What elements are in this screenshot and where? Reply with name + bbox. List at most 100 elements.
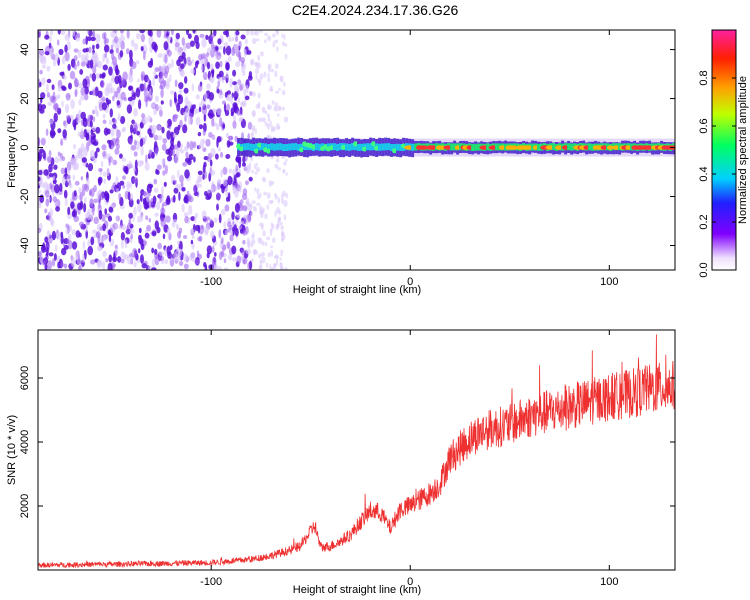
signal-core-cell	[354, 143, 358, 151]
spectrogram-noise-blob	[101, 144, 107, 151]
spectrogram-noise-blob	[270, 199, 274, 204]
spectrogram-noise-blob	[255, 166, 260, 173]
spectrogram-noise-blob	[175, 148, 180, 158]
spectrogram-noise-blob	[71, 229, 77, 236]
spectrogram-noise-blob	[111, 185, 116, 192]
spectrogram-noise-blob	[63, 120, 66, 126]
signal-peak	[299, 147, 305, 153]
spectrogram-noise-blob	[285, 192, 289, 199]
spectrogram-noise-blob	[171, 59, 174, 68]
snr-y-tick-label: 6000	[19, 366, 31, 390]
spectrogram-noise-blob	[203, 92, 208, 102]
spectrogram-noise-blob	[115, 215, 118, 221]
spectrogram-noise-blob	[161, 203, 164, 213]
spectrogram-noise-blob	[146, 193, 150, 203]
spectrogram-noise-blob	[161, 158, 165, 165]
spectrogram-noise-blob	[272, 237, 276, 244]
spectrogram-noise-blob	[139, 138, 144, 148]
spectrogram-noise-blob	[116, 129, 121, 139]
spectrogram-noise-blob	[185, 42, 191, 49]
spectrogram-noise-blob	[200, 138, 205, 149]
spectrogram-noise-blob	[280, 265, 284, 270]
spectrogram-noise-blob	[195, 116, 201, 126]
spectrogram-noise-blob	[38, 151, 43, 160]
spectrogram-noise-blob	[46, 83, 49, 93]
signal-core-cell	[387, 143, 391, 151]
spectrogram-noise-blob	[79, 69, 84, 75]
spectrogram-noise-blob	[199, 224, 205, 235]
spectrogram-noise-blob	[95, 33, 101, 44]
spectrogram-noise-blob	[184, 215, 189, 224]
spectrogram-noise-blob	[66, 238, 70, 245]
spectrogram-noise-blob	[177, 94, 181, 100]
spectrogram-noise-blob	[157, 53, 163, 58]
spectrogram-noise-blob	[73, 122, 77, 131]
colorbar-tick-label: 0.8	[698, 70, 710, 85]
signal-core-cell	[249, 143, 253, 151]
signal-core-cell	[588, 143, 592, 151]
spectrogram-noise-blob	[231, 211, 235, 221]
spectrogram-noise-blob	[217, 45, 223, 50]
spectrogram-noise-blob	[105, 97, 109, 103]
spectrogram-noise-blob	[52, 175, 56, 181]
spectrogram-noise-blob	[79, 192, 83, 202]
spectrogram-noise-blob	[102, 235, 107, 242]
spectrogram-noise-blob	[253, 61, 258, 66]
signal-core-cell	[360, 143, 364, 151]
signal-core-cell	[261, 143, 265, 151]
spectrogram-noise-blob	[47, 101, 52, 107]
spectrogram-noise-blob	[156, 164, 162, 170]
snr-x-label: Height of straight line (km)	[293, 584, 421, 596]
spectrogram-noise-blob	[107, 229, 112, 236]
spectrogram-noise-blob	[181, 51, 186, 60]
spectrogram-noise-blob	[261, 176, 266, 181]
spectrogram-noise-blob	[170, 30, 174, 36]
spectrogram-noise-blob	[220, 151, 224, 158]
spectrogram-noise-blob	[235, 61, 241, 68]
spectrogram-noise-blob	[99, 192, 105, 201]
spectrogram-noise-blob	[242, 239, 246, 245]
spectrogram-noise-blob	[277, 113, 280, 117]
spectrogram-noise-blob	[139, 30, 145, 34]
signal-core-cell	[252, 144, 256, 151]
spectrogram-noise-blob	[89, 188, 92, 196]
spectrogram-noise-blob	[133, 151, 138, 157]
spectrogram-noise-blob	[164, 65, 170, 75]
spectrogram-noise-blob	[66, 40, 71, 51]
spectrogram-noise-blob	[187, 33, 192, 39]
spectrogram-noise-blob	[206, 83, 211, 90]
spectrogram-noise-blob	[59, 182, 63, 192]
spectrogram-noise-blob	[55, 244, 58, 253]
signal-peak	[371, 141, 377, 147]
spectrogram-noise-blob	[86, 129, 91, 134]
spectrogram-noise-blob	[136, 60, 140, 65]
spectrogram-noise-blob	[40, 54, 45, 65]
spectrogram-noise-blob	[138, 248, 141, 254]
spectrogram-noise-blob	[201, 210, 207, 220]
spectrogram-noise-blob	[186, 100, 192, 109]
spectrogram-noise-blob	[206, 52, 209, 58]
spectrogram-noise-blob	[160, 217, 166, 228]
spectrogram-noise-blob	[38, 189, 42, 194]
spectrogram-noise-blob	[129, 193, 134, 201]
spectrogram-noise-blob	[150, 102, 156, 109]
spectrogram-noise-blob	[128, 75, 134, 83]
spectrogram-noise-blob	[266, 236, 271, 241]
spectrogram-noise-blob	[75, 154, 78, 162]
spectrogram-noise-blob	[238, 160, 242, 169]
spectrogram-noise-blob	[220, 169, 223, 178]
spectrogram-noise-blob	[102, 119, 107, 125]
spectrogram-noise-blob	[41, 77, 46, 86]
spectrogram-noise-blob	[242, 193, 248, 201]
spectrogram-noise-blob	[257, 78, 262, 83]
spectrogram-noise-blob	[213, 217, 218, 224]
spectrogram-noise-blob	[236, 155, 239, 163]
spectrogram-noise-blob	[236, 213, 241, 219]
spectrogram-noise-blob	[116, 188, 119, 194]
spectrogram-noise-blob	[85, 47, 89, 53]
spectrogram-noise-blob	[93, 185, 97, 193]
spectrogram-noise-blob	[186, 190, 190, 196]
spectrogram-noise-blob	[165, 197, 171, 206]
spectrogram-noise-blob	[226, 90, 231, 96]
spectrogram-noise-blob	[275, 107, 279, 112]
